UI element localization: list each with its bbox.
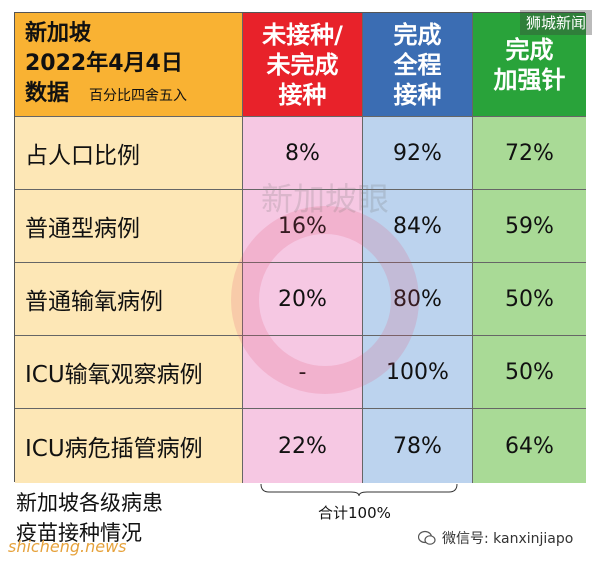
site-watermark: shicheng.news: [8, 537, 127, 556]
header-boost-line2: 加强针: [493, 65, 566, 94]
row-label: 普通型病例: [15, 190, 243, 263]
caption-line2: 疫苗接种情况: [16, 521, 142, 545]
cell-full: 78%: [363, 409, 473, 483]
cell-unvax: 16%: [243, 190, 363, 263]
cell-full: 92%: [363, 117, 473, 190]
cell-full: 80%: [363, 263, 473, 336]
title-line3: 数据: [25, 80, 70, 106]
title-note: 百分比四舍五入: [89, 87, 188, 104]
wechat-id: 微信号: kanxinjiapo: [418, 528, 573, 548]
title-line2: 2022年4月4日: [25, 50, 183, 76]
cell-unvax: 20%: [243, 263, 363, 336]
header-unvax-line1: 未接种/: [262, 20, 343, 49]
header-boosted: 完成 加强针: [473, 13, 586, 117]
cell-unvax: 8%: [243, 117, 363, 190]
cell-boost: 59%: [473, 190, 586, 263]
cell-full: 84%: [363, 190, 473, 263]
header-fully-vaccinated: 完成 全程 接种: [363, 13, 473, 117]
cell-boost: 50%: [473, 336, 586, 409]
cell-boost: 64%: [473, 409, 586, 483]
caption: 新加坡各级病患 疫苗接种情况: [16, 488, 163, 548]
title-line1: 新加坡: [25, 20, 92, 46]
header-full-line2: 全程: [393, 50, 442, 79]
cell-boost: 50%: [473, 263, 586, 336]
header-unvax-line3: 接种: [278, 80, 327, 109]
row-label: 占人口比例: [15, 117, 243, 190]
caption-line1: 新加坡各级病患: [16, 491, 163, 515]
cell-boost: 72%: [473, 117, 586, 190]
wechat-icon: [418, 530, 436, 545]
header-unvax-line2: 未完成: [266, 50, 339, 79]
sum-brace: [260, 484, 458, 496]
sum-note: 合计100%: [318, 504, 391, 522]
cell-unvax: 22%: [243, 409, 363, 483]
cell-full: 100%: [363, 336, 473, 409]
row-label: ICU病危插管病例: [15, 409, 243, 483]
table-title-cell: 新加坡 2022年4月4日 数据 百分比四舍五入: [15, 13, 243, 117]
header-boost-line1: 完成: [505, 35, 554, 64]
header-full-line3: 接种: [393, 80, 442, 109]
source-badge: 狮城新闻: [519, 10, 592, 35]
wechat-label: 微信号: kanxinjiapo: [442, 531, 574, 547]
cell-unvax: -: [243, 336, 363, 409]
header-unvaccinated: 未接种/ 未完成 接种: [243, 13, 363, 117]
vaccination-table: 新加坡 2022年4月4日 数据 百分比四舍五入 未接种/ 未完成 接种 完成 …: [14, 12, 586, 483]
row-label: 普通输氧病例: [15, 263, 243, 336]
row-label: ICU输氧观察病例: [15, 336, 243, 409]
header-full-line1: 完成: [393, 20, 442, 49]
